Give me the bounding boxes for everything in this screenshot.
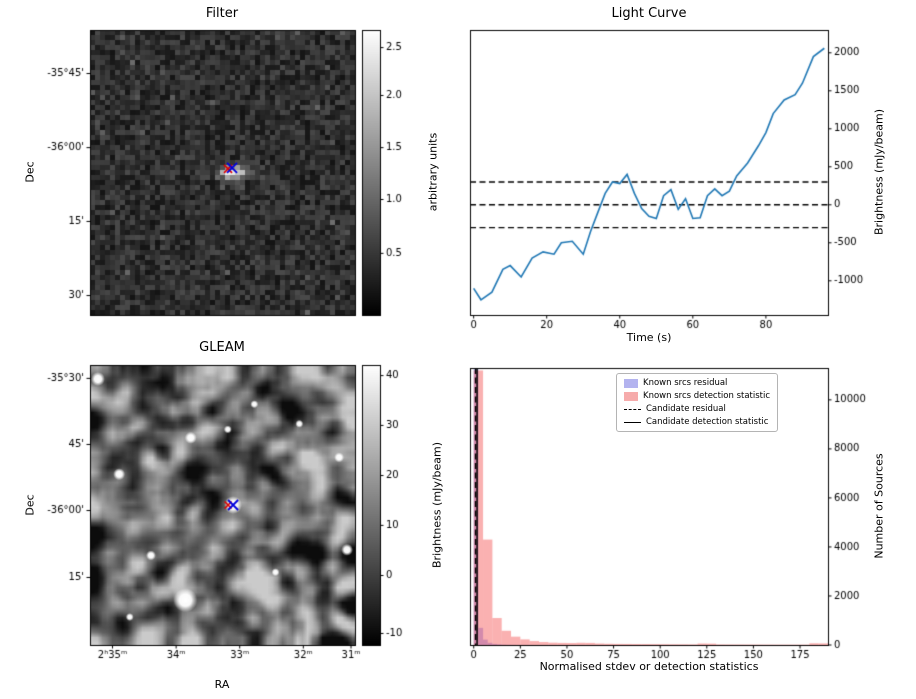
- hist-xlabel: Normalised stdev or detection statistics: [539, 660, 759, 673]
- lightcurve-title: Light Curve: [611, 6, 687, 21]
- legend-item: Known srcs detection statistic: [624, 391, 770, 401]
- gleam-ylabel: Dec: [23, 494, 37, 516]
- legend-item-label: Candidate residual: [646, 404, 726, 414]
- lightcurve-ylabel: Brightness (mJy/beam): [872, 108, 886, 236]
- legend-item: Candidate residual: [624, 404, 770, 414]
- legend-item-label: Known srcs residual: [643, 378, 728, 388]
- lightcurve-xlabel: Time (s): [626, 331, 672, 344]
- filter-ylabel: Dec: [23, 161, 37, 183]
- lightcurve-plot-canvas: [460, 0, 916, 350]
- legend-dashed-line-swatch: [624, 408, 641, 410]
- gleam-xlabel: RA: [214, 678, 230, 691]
- legend-item: Known srcs residual: [624, 378, 770, 388]
- legend-item: Candidate detection statistic: [624, 417, 770, 427]
- filter-plot-canvas: [0, 0, 460, 350]
- legend-patch-swatch: [624, 378, 638, 388]
- gleam-title: GLEAM: [199, 340, 245, 355]
- filter-colorbar-label: arbitrary units: [426, 132, 440, 212]
- hist-ylabel: Number of Sources: [872, 453, 886, 559]
- legend-item-label: Candidate detection statistic: [646, 417, 769, 427]
- gleam-plot-canvas: [0, 350, 460, 699]
- legend-patch-swatch: [624, 391, 638, 401]
- legend-solid-line-swatch: [624, 421, 641, 423]
- legend-item-label: Known srcs detection statistic: [643, 391, 771, 401]
- filter-title: Filter: [205, 6, 239, 21]
- hist-legend: Known srcs residual Known srcs detection …: [616, 373, 779, 432]
- gleam-colorbar-label: Brightness (mJy/beam): [430, 441, 444, 569]
